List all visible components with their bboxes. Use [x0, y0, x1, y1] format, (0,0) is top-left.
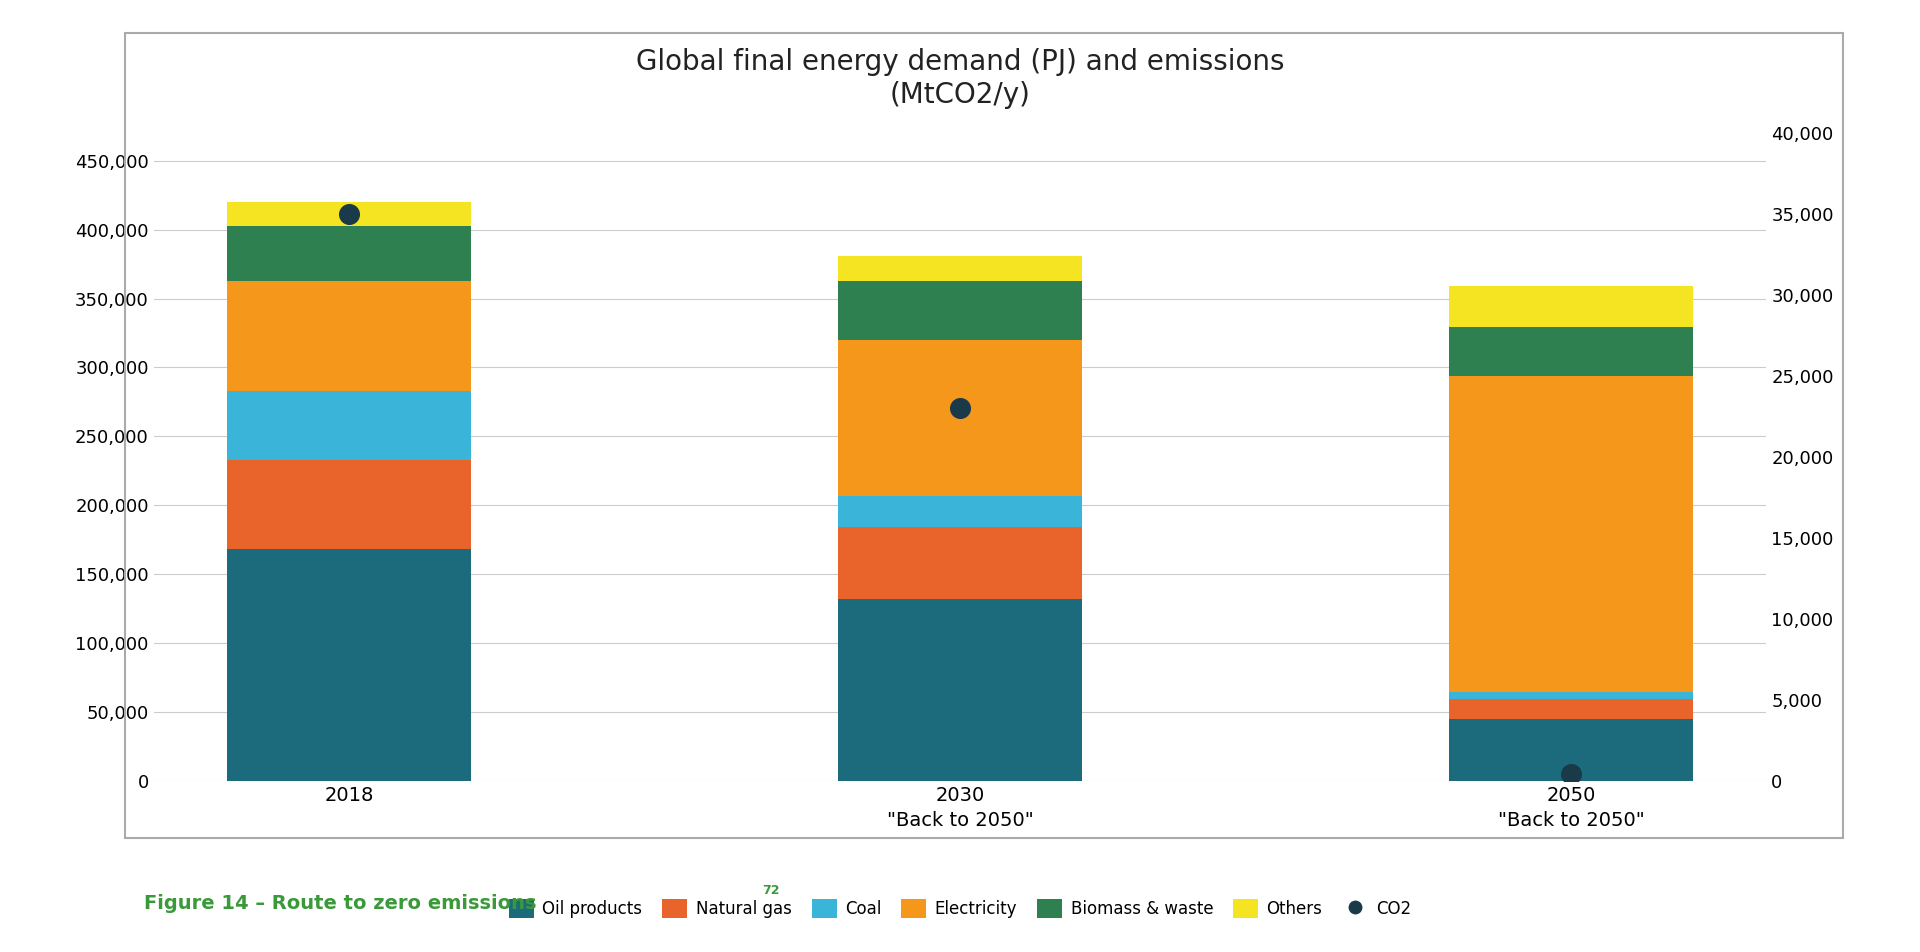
Point [945, 401, 975, 416]
Legend: Oil products, Natural gas, Coal, Electricity, Biomass & waste, Others, CO2: Oil products, Natural gas, Coal, Electri… [503, 893, 1417, 925]
Point [334, 207, 365, 222]
Title: Global final energy demand (PJ) and emissions
(MtCO2/y): Global final energy demand (PJ) and emis… [636, 49, 1284, 109]
Bar [227, 281, 470, 391]
Bar [837, 496, 1083, 527]
Bar [227, 460, 470, 549]
Bar [1450, 376, 1693, 692]
Bar [837, 281, 1083, 340]
Bar [227, 226, 470, 281]
Text: 72: 72 [762, 883, 780, 897]
Bar [1450, 692, 1693, 700]
Bar [837, 599, 1083, 781]
Bar [1450, 327, 1693, 376]
Point [1555, 766, 1586, 782]
Bar [227, 391, 470, 460]
Text: Figure 14 – Route to zero emissions: Figure 14 – Route to zero emissions [144, 894, 536, 913]
Bar [227, 202, 470, 226]
Bar [837, 256, 1083, 281]
Bar [837, 340, 1083, 496]
Bar [1450, 700, 1693, 719]
Bar [1450, 287, 1693, 327]
Bar [227, 549, 470, 781]
Bar [837, 527, 1083, 599]
Bar [1450, 719, 1693, 781]
